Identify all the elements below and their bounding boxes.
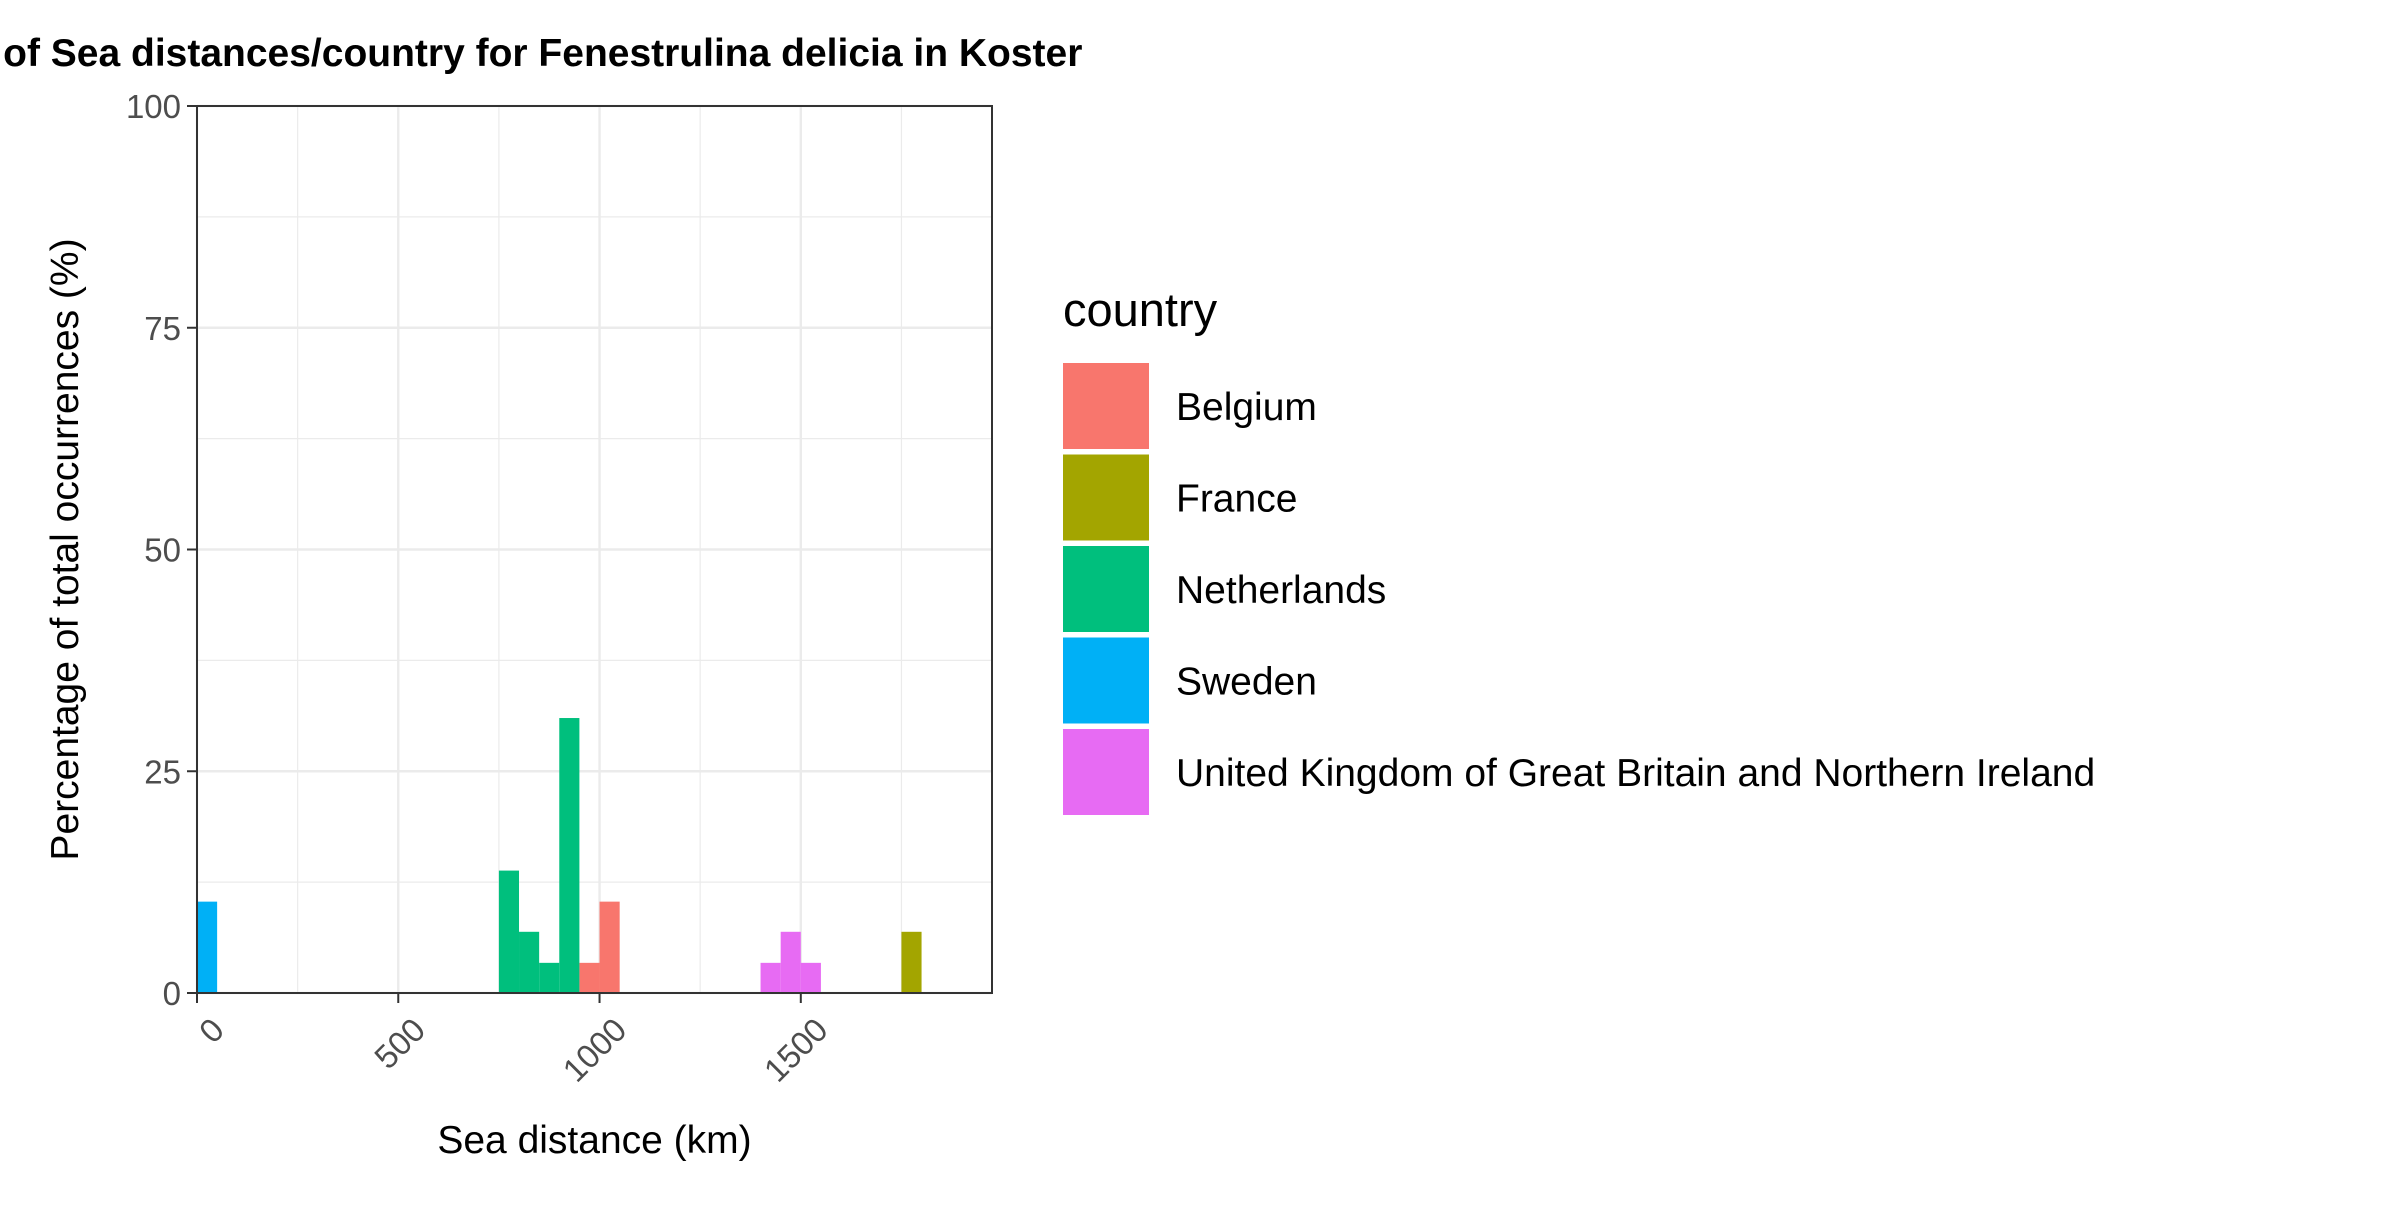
grid-layer <box>195 104 992 995</box>
y-axis: 0 25 50 75 100 <box>126 88 197 1012</box>
x-tick-label: 500 <box>367 1011 432 1076</box>
legend-label: Belgium <box>1176 386 1317 429</box>
legend-items: Belgium France Netherlands Sweden United Kin… <box>1063 363 2095 815</box>
legend-key <box>1063 363 1149 449</box>
histogram-bar <box>539 962 560 993</box>
histogram-bar <box>800 962 821 993</box>
legend-key <box>1063 454 1149 541</box>
histogram-bar <box>579 962 600 993</box>
legend-key <box>1063 546 1149 632</box>
x-tick-label: 0 <box>192 1011 231 1050</box>
histogram-bar <box>197 901 218 993</box>
legend-label: Netherlands <box>1176 569 1386 612</box>
histogram-bar <box>559 718 580 993</box>
legend-label: Sweden <box>1176 661 1317 704</box>
legend-key <box>1063 637 1149 724</box>
histogram-bar <box>599 901 620 993</box>
histogram-bar <box>760 962 781 993</box>
legend-label: France <box>1176 478 1297 521</box>
x-axis: 0 500 1000 1500 <box>192 993 835 1089</box>
y-tick-label: 100 <box>126 88 181 125</box>
x-tick-label: 1500 <box>757 1011 835 1089</box>
x-tick-label: 1000 <box>555 1011 633 1089</box>
y-tick-label: 50 <box>144 532 181 569</box>
histogram-bar <box>901 931 922 993</box>
chart-title: Histogram with percentages of Sea distan… <box>0 32 1082 75</box>
y-axis-title: Percentage of total occurrences (%) <box>44 238 87 860</box>
x-axis-title: Sea distance (km) <box>437 1119 751 1162</box>
legend-key <box>1063 729 1149 815</box>
histogram-bar <box>498 870 520 993</box>
legend-title: country <box>1063 283 1218 336</box>
legend: country Belgium France Netherlands Sweden Un… <box>1063 283 2095 815</box>
bars-layer <box>197 718 922 993</box>
y-tick-label: 25 <box>144 753 181 790</box>
histogram-bar <box>780 931 801 993</box>
legend-label: United Kingdom of Great Britain and Nort… <box>1176 752 2095 795</box>
y-tick-label: 0 <box>163 975 181 1012</box>
histogram-bar <box>519 931 540 993</box>
y-tick-label: 75 <box>144 310 181 347</box>
